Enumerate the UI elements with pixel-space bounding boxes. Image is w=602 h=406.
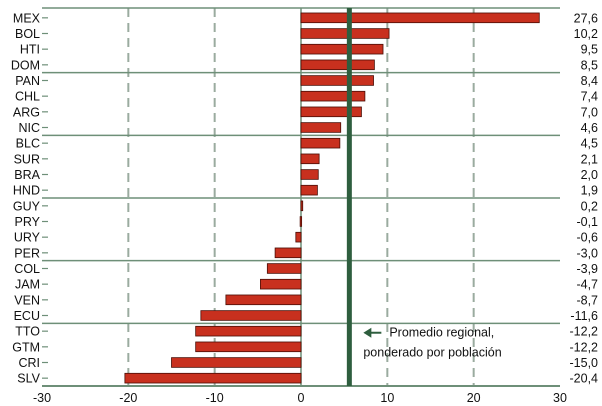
category-label: SUR [14,152,40,166]
value-label: 27,6 [574,11,598,25]
value-label: 0,2 [581,199,598,213]
bar [195,325,302,337]
value-label: 4,5 [581,137,598,151]
category-label: GUY [13,199,41,213]
bar [300,153,320,165]
value-label: -3,0 [576,246,598,260]
bar [200,310,302,321]
value-label: -20,4 [570,372,599,386]
bar [300,75,374,86]
x-tick-label: -30 [33,391,51,405]
category-label: DOM [11,58,40,72]
bar [225,294,302,306]
x-tick-label: -10 [206,391,224,405]
value-label: 8,4 [581,74,598,88]
value-label: -4,7 [576,278,598,292]
bar [266,263,302,274]
reference-label-line1: Promedio regional, [389,326,494,340]
bar [300,169,319,180]
bar [300,137,341,149]
bar [300,12,540,24]
value-label: -12,2 [570,325,599,339]
category-label: PAN [15,74,40,88]
bars [42,12,540,384]
x-axis-ticks: -30 -20 -10 0 10 20 30 [33,391,567,405]
x-tick-label: 20 [467,391,481,405]
value-label: 2,1 [581,152,598,166]
bar [300,90,366,102]
bar [300,122,342,133]
value-label: 7,0 [581,105,598,119]
bar [295,231,302,243]
category-label: ARG [13,105,40,119]
category-label: BRA [14,168,40,182]
value-label: -15,0 [570,356,599,370]
value-label: -11,6 [570,309,598,323]
bar [171,357,302,368]
value-label: -12,2 [570,340,599,354]
category-label: JAM [15,278,40,292]
value-label: 10,2 [574,27,598,41]
group-separators [42,7,560,387]
category-label: MEX [13,11,41,25]
value-labels: 27,6 10,2 9,58,5 8,4 7,47,0 4,6 4,52,1 2,0 1,90,… [570,11,599,385]
x-tick-label: -20 [119,391,137,405]
bar [274,247,302,259]
bar [300,184,318,196]
category-label: TTO [15,325,40,339]
bar [300,28,390,39]
value-label: 1,9 [581,184,598,198]
value-label: 2,0 [581,168,598,182]
category-label: ECU [14,309,40,323]
bar [260,278,302,290]
category-label: BLC [16,137,40,151]
category-label: PER [14,246,40,260]
category-label: BOL [15,27,40,41]
category-label: NIC [18,121,40,135]
reference-annotation: Promedio regional, ponderado por poblaci… [363,326,502,360]
x-tick-label: 0 [298,391,305,405]
x-tick-label: 30 [553,391,567,405]
category-label: HND [13,184,40,198]
value-label: 7,4 [581,90,598,104]
value-label: 4,6 [581,121,598,135]
value-label: 9,5 [581,43,598,57]
value-label: -0,6 [576,231,598,245]
value-label: -8,7 [576,293,598,307]
bar [124,372,302,384]
category-label: URY [14,231,41,245]
value-label: 8,5 [581,58,598,72]
category-label: VEN [14,293,40,307]
value-label: -3,9 [576,262,598,276]
bar [300,43,384,55]
category-label: GTM [12,340,40,354]
bar [299,216,303,227]
value-label: -0,1 [576,215,598,229]
bar [300,59,375,71]
category-label: COL [14,262,40,276]
bar [300,106,362,118]
category-label: CHL [15,90,40,104]
bar [195,341,302,353]
annotation-arrow-icon [363,327,372,338]
bar [300,200,304,212]
category-label: SLV [17,372,40,386]
x-tick-label: 10 [380,391,394,405]
reference-label-line2: ponderado por población [363,346,501,360]
category-label: HTI [20,43,40,57]
category-label: PRY [15,215,41,229]
category-label: CRI [18,356,40,370]
